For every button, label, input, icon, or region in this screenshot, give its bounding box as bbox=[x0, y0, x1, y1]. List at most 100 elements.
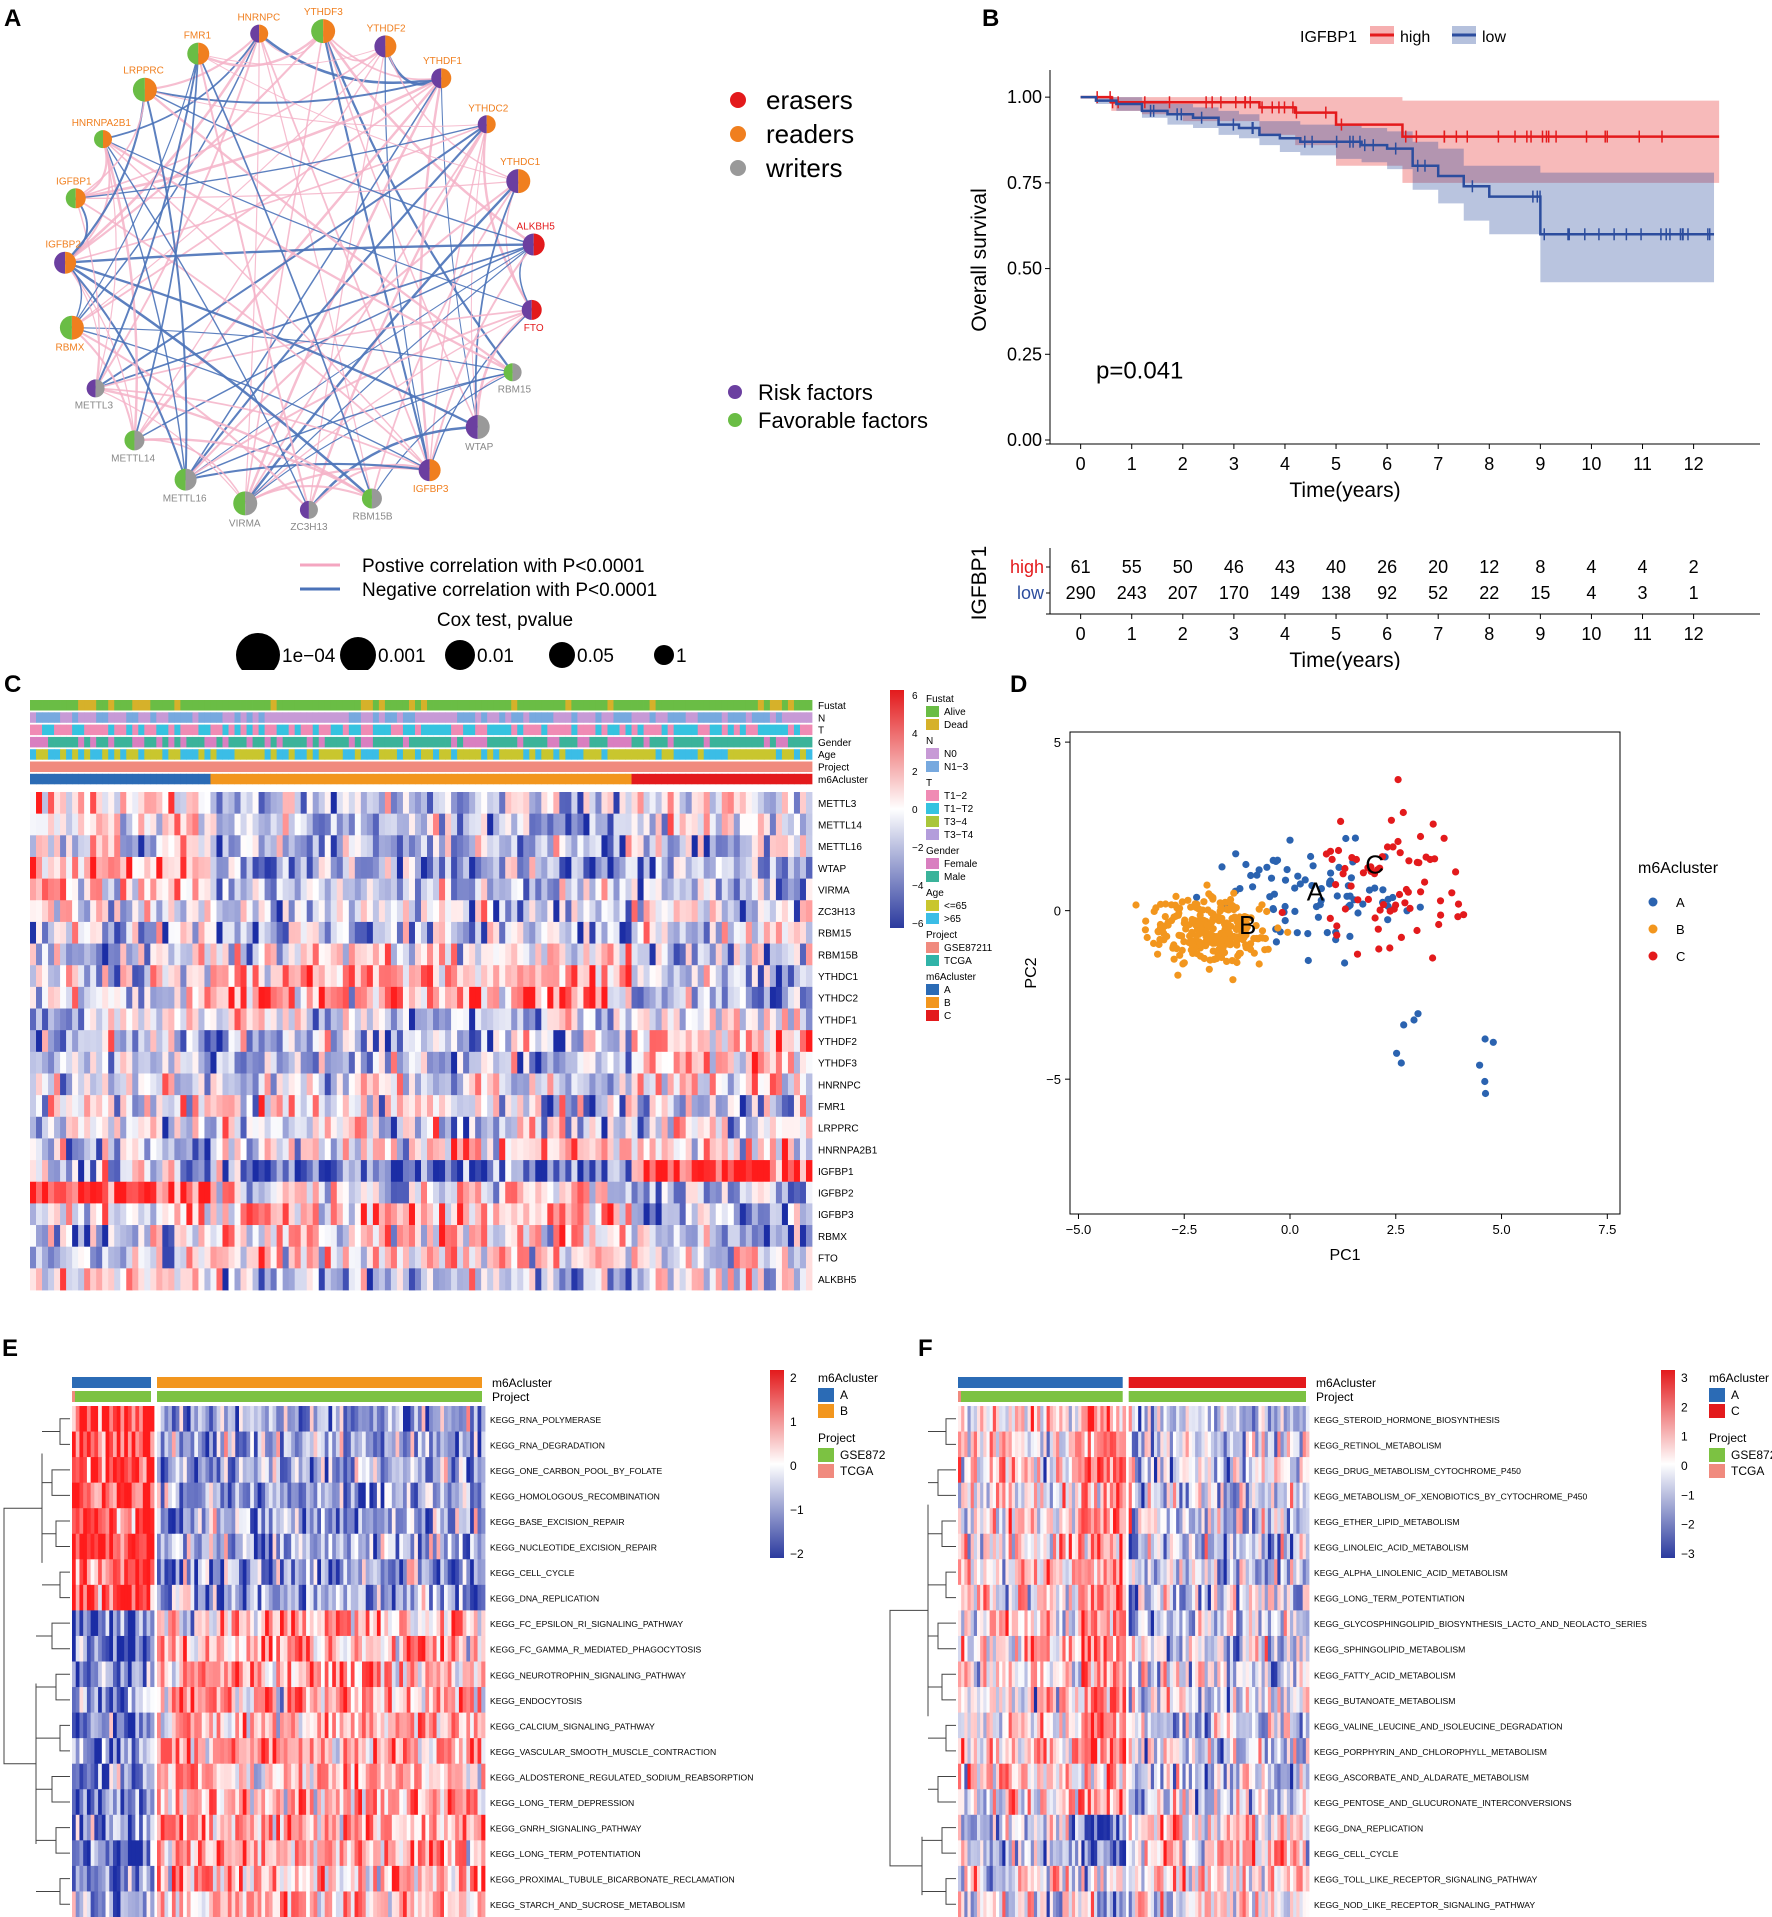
heatmap-cell bbox=[553, 1138, 560, 1161]
heatmap-cell bbox=[775, 792, 783, 815]
track-cell bbox=[763, 761, 771, 772]
heatmap-cell bbox=[48, 1051, 55, 1074]
gene-row-label: HNRNPA2B1 bbox=[818, 1145, 878, 1156]
heatmap-cell bbox=[577, 1095, 584, 1118]
heatmap-cell bbox=[493, 1030, 500, 1053]
heatmap-cell bbox=[90, 965, 97, 988]
heatmap-cell bbox=[210, 878, 217, 901]
track-cell bbox=[553, 773, 560, 785]
track-cell bbox=[96, 761, 103, 772]
track-cell bbox=[727, 749, 735, 760]
track-cell bbox=[336, 712, 344, 723]
heatmap-cell bbox=[378, 1181, 386, 1204]
heatmap-cell bbox=[414, 813, 422, 836]
heatmap-cell bbox=[745, 835, 753, 858]
heatmap-cell bbox=[174, 835, 181, 858]
heatmap-cell bbox=[36, 1160, 43, 1183]
heatmap-cell bbox=[348, 965, 356, 988]
heatmap-cell bbox=[469, 1008, 476, 1031]
heatmap-cell bbox=[414, 1406, 419, 1432]
heatmap-cell bbox=[264, 943, 272, 966]
track-cell bbox=[565, 712, 572, 723]
track-cell bbox=[342, 724, 350, 736]
heatmap-cell bbox=[559, 1268, 566, 1291]
track-cell bbox=[60, 773, 67, 785]
heatmap-cell bbox=[127, 1406, 133, 1432]
legend-role-dot bbox=[730, 160, 746, 176]
heatmap-cell bbox=[505, 1008, 512, 1031]
track-cell bbox=[306, 700, 314, 711]
heatmap-cell bbox=[90, 1073, 97, 1096]
heatmap-cell bbox=[194, 1406, 199, 1432]
heatmap-cell bbox=[625, 943, 632, 966]
heatmap-cell bbox=[156, 965, 163, 988]
heatmap-cell bbox=[84, 965, 91, 988]
track-cell bbox=[445, 700, 452, 711]
heatmap-cell bbox=[42, 1030, 49, 1053]
heatmap-cell bbox=[270, 835, 278, 858]
gene-row-label: IGFBP1 bbox=[818, 1167, 854, 1178]
heatmap-cell bbox=[30, 943, 37, 966]
heatmap-cell bbox=[481, 1181, 488, 1204]
heatmap-cell bbox=[523, 1116, 530, 1139]
heatmap-cell bbox=[565, 1138, 572, 1161]
heatmap-cell bbox=[180, 1246, 187, 1269]
heatmap-cell bbox=[168, 1116, 175, 1139]
track-cell bbox=[126, 749, 133, 760]
scatter-point bbox=[1307, 852, 1315, 861]
heatmap-cell bbox=[643, 1095, 650, 1118]
heatmap-cell bbox=[763, 878, 771, 901]
heatmap-cell bbox=[583, 835, 590, 858]
node-label: FMR1 bbox=[184, 31, 212, 42]
track-cell bbox=[679, 773, 687, 785]
x-axis-title: Time(years) bbox=[1289, 479, 1400, 502]
positive-correlation-edge bbox=[258, 33, 373, 499]
heatmap-cell bbox=[547, 1030, 554, 1053]
heatmap-cell bbox=[553, 1095, 560, 1118]
node-role-half bbox=[65, 251, 77, 274]
track-cell bbox=[168, 712, 175, 723]
heatmap-cell bbox=[685, 1181, 693, 1204]
track-cell bbox=[210, 712, 217, 723]
heatmap-cell bbox=[84, 878, 91, 901]
legend-swatch bbox=[926, 942, 939, 953]
scatter-point bbox=[1192, 903, 1200, 911]
heatmap-cell bbox=[36, 900, 43, 923]
heatmap-cell bbox=[469, 986, 476, 1009]
track-cell bbox=[757, 749, 765, 760]
heatmap-cell bbox=[270, 1138, 278, 1161]
heatmap-cell bbox=[673, 1095, 681, 1118]
heatmap-cell bbox=[162, 856, 169, 880]
heatmap-cell bbox=[96, 1225, 103, 1248]
track-cell bbox=[288, 736, 296, 748]
track-cell bbox=[577, 724, 584, 736]
scatter-point bbox=[1384, 916, 1392, 924]
heatmap-cell bbox=[318, 1030, 326, 1053]
heatmap-cell bbox=[649, 986, 656, 1009]
heatmap-cell bbox=[360, 1008, 368, 1031]
heatmap-cell bbox=[457, 1225, 464, 1248]
heatmap-cell bbox=[228, 965, 235, 988]
heatmap-cell bbox=[445, 1268, 452, 1291]
track-cell bbox=[451, 736, 458, 748]
track-cell bbox=[445, 712, 452, 723]
heatmap-cell bbox=[312, 856, 320, 880]
track-cell bbox=[547, 736, 554, 748]
heatmap-cell bbox=[108, 1181, 115, 1204]
heatmap-cell bbox=[330, 1030, 338, 1053]
cox-size-dot bbox=[340, 637, 376, 670]
heatmap-cell bbox=[673, 856, 681, 880]
track-cell bbox=[270, 761, 278, 772]
heatmap-cell bbox=[282, 1116, 290, 1139]
heatmap-cell bbox=[763, 835, 771, 858]
heatmap-cell bbox=[505, 986, 512, 1009]
heatmap-cell bbox=[408, 1008, 416, 1031]
track-cell bbox=[457, 712, 464, 723]
scatter-point bbox=[1323, 929, 1331, 937]
track-cell bbox=[318, 749, 326, 760]
heatmap-cell bbox=[667, 835, 675, 858]
node-effect-half bbox=[418, 459, 430, 482]
heatmap-cell bbox=[583, 1268, 590, 1291]
track-cell bbox=[619, 724, 626, 736]
heatmap-cell bbox=[631, 1268, 638, 1291]
